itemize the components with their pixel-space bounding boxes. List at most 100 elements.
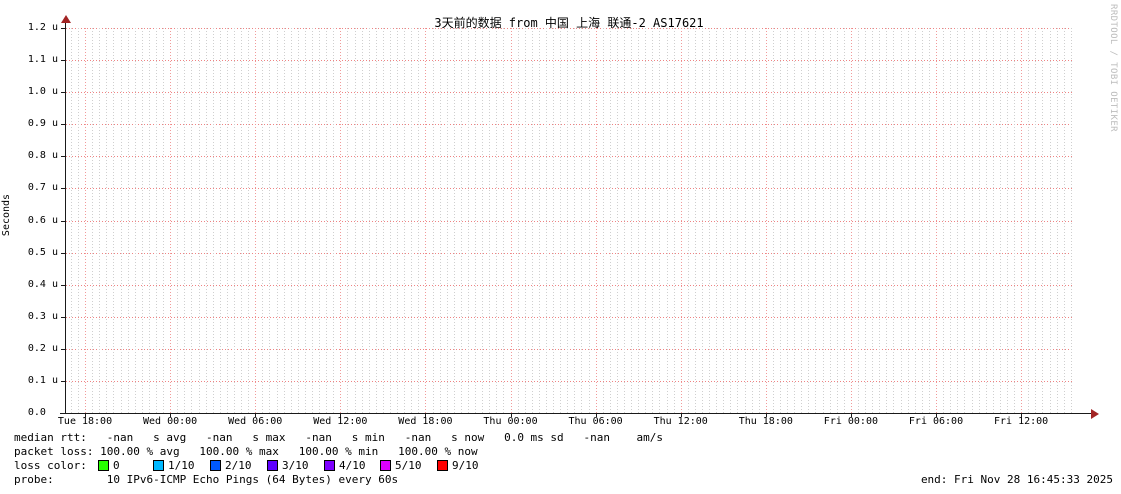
gridline-vertical-minor xyxy=(1014,28,1015,413)
loss-color-label: loss color: xyxy=(14,459,87,472)
loss-legend-label: 3/10 xyxy=(282,459,309,472)
gridline-vertical-minor xyxy=(460,28,462,413)
gridline-vertical-minor xyxy=(737,28,739,413)
gridline-vertical-minor xyxy=(531,28,533,413)
gridline-vertical-minor xyxy=(70,28,72,413)
gridline-vertical-minor xyxy=(879,28,881,413)
gridline-vertical-minor xyxy=(113,28,115,413)
gridline-vertical-minor xyxy=(163,28,164,413)
loss-legend-label: 1/10 xyxy=(168,459,195,472)
gridline-vertical-major xyxy=(936,28,937,413)
gridline-vertical-minor xyxy=(872,28,874,413)
gridline-vertical-minor xyxy=(191,28,193,413)
x-axis-tick xyxy=(765,413,767,417)
x-axis-tick xyxy=(1021,413,1023,417)
gridline-horizontal xyxy=(66,316,1072,318)
gridline-horizontal xyxy=(66,156,1072,158)
gridline-vertical-minor xyxy=(1056,28,1058,413)
gridline-vertical-minor xyxy=(808,28,810,413)
gridline-vertical-minor xyxy=(496,28,498,413)
gridline-vertical-minor xyxy=(418,28,420,413)
gridline-vertical-minor xyxy=(943,28,945,413)
gridline-vertical-minor xyxy=(155,28,157,413)
gridline-vertical-minor xyxy=(992,28,994,413)
gridline-vertical-major xyxy=(595,28,597,413)
y-axis-arrow-icon xyxy=(61,15,71,23)
y-axis-tick xyxy=(61,92,65,94)
x-tick-label: Fri 00:00 xyxy=(823,416,878,427)
y-tick-label: 1.2 u xyxy=(27,22,58,33)
gridline-vertical-minor xyxy=(503,28,505,413)
y-tick-label: 0.9 u xyxy=(27,118,58,130)
loss-color-swatch-icon xyxy=(380,460,391,471)
gridline-vertical-minor xyxy=(290,28,292,413)
y-axis-tick xyxy=(61,252,65,254)
gridline-vertical-minor xyxy=(886,28,888,413)
x-tick-label: Wed 18:00 xyxy=(398,416,453,427)
x-axis-tick xyxy=(850,413,852,417)
gridline-vertical-minor xyxy=(1006,28,1008,413)
gridline-vertical-minor xyxy=(730,28,732,413)
gridline-vertical-minor xyxy=(397,28,398,413)
gridline-vertical-minor xyxy=(978,28,980,413)
gridline-vertical-minor xyxy=(950,28,952,413)
gridline-vertical-major xyxy=(425,28,427,413)
packet-loss-stats: packet loss: 100.00 % avg 100.00 % max 1… xyxy=(14,445,478,458)
x-axis-arrow-icon xyxy=(1091,409,1099,419)
gridline-horizontal xyxy=(66,348,1072,350)
loss-legend-label: 5/10 xyxy=(395,459,422,472)
gridline-vertical-minor xyxy=(134,28,136,413)
x-tick-label: Wed 00:00 xyxy=(143,416,198,427)
x-axis-tick xyxy=(340,413,342,417)
y-tick-label: 0.0 xyxy=(27,407,58,418)
gridline-vertical-minor xyxy=(446,28,448,413)
gridline-vertical-minor xyxy=(829,28,831,413)
gridline-vertical-minor xyxy=(517,28,519,413)
gridline-vertical-minor xyxy=(609,28,611,413)
gridline-vertical-minor xyxy=(92,28,94,413)
gridline-vertical-minor xyxy=(624,28,625,413)
x-tick-label: Thu 06:00 xyxy=(568,416,623,427)
y-axis-tick xyxy=(61,316,65,318)
gridline-vertical-minor xyxy=(120,28,122,413)
gridline-vertical-minor xyxy=(389,28,391,413)
gridline-vertical-major xyxy=(765,28,767,413)
x-axis-tick xyxy=(170,413,172,417)
gridline-vertical-minor xyxy=(560,28,562,413)
gridline-vertical-minor xyxy=(482,28,484,413)
gridline-vertical-minor xyxy=(758,28,760,413)
gridline-horizontal xyxy=(66,252,1072,254)
gridline-vertical-minor xyxy=(1035,28,1037,413)
gridline-horizontal xyxy=(66,28,1072,29)
gridline-vertical-minor xyxy=(546,28,547,413)
x-tick-label: Wed 06:00 xyxy=(228,416,283,427)
gridline-vertical-minor xyxy=(687,28,689,413)
y-tick-label: 0.7 u xyxy=(27,182,58,194)
gridline-vertical-minor xyxy=(801,28,803,413)
gridline-vertical-minor xyxy=(999,28,1001,413)
gridline-vertical-minor xyxy=(319,28,320,413)
y-axis-tick xyxy=(61,28,65,29)
gridline-vertical-minor xyxy=(347,28,349,413)
gridline-vertical-minor xyxy=(1042,28,1044,413)
gridline-vertical-minor xyxy=(964,28,966,413)
gridline-vertical-minor xyxy=(553,28,554,413)
y-axis-tick xyxy=(61,124,65,126)
gridline-vertical-minor xyxy=(928,28,930,413)
gridline-vertical-minor xyxy=(127,28,129,413)
median-rtt-stats: median rtt: -nan s avg -nan s max -nan s… xyxy=(14,431,664,444)
gridline-vertical-minor xyxy=(581,28,583,413)
gridline-vertical-major xyxy=(255,28,257,413)
loss-legend-label: 4/10 xyxy=(339,459,366,472)
gridline-vertical-minor xyxy=(453,28,455,413)
gridline-vertical-minor xyxy=(219,28,221,413)
gridline-vertical-minor xyxy=(333,28,335,413)
gridline-vertical-minor xyxy=(241,28,242,413)
gridline-vertical-minor xyxy=(602,28,604,413)
gridline-vertical-minor xyxy=(716,28,718,413)
loss-legend-label: 0 xyxy=(113,459,120,472)
y-axis xyxy=(65,21,66,414)
x-tick-label: Fri 06:00 xyxy=(908,416,964,427)
gridline-vertical-minor xyxy=(900,28,902,413)
